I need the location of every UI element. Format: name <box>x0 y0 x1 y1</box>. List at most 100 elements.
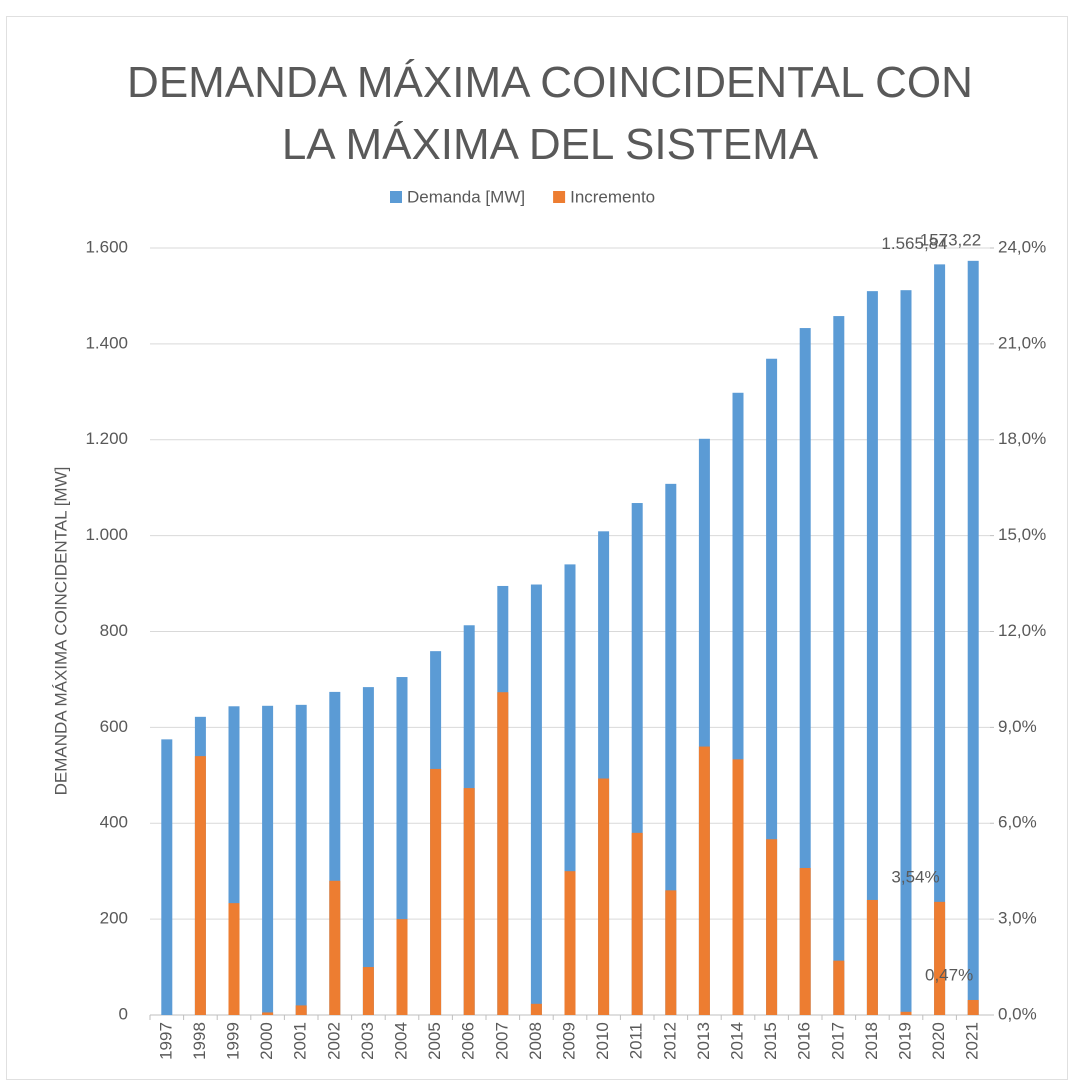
y2-tick-label: 3,0% <box>998 909 1037 928</box>
y2-tick-label: 21,0% <box>998 333 1046 352</box>
x-tick-label: 2011 <box>627 1023 646 1060</box>
x-tick-label: 2012 <box>660 1022 679 1060</box>
x-tick-label: 1997 <box>156 1022 175 1060</box>
x-tick-label: 2016 <box>795 1022 814 1060</box>
x-tick-label: 2013 <box>694 1022 713 1060</box>
bar <box>564 564 576 1015</box>
bar <box>732 392 744 1015</box>
y-tick-label: 1.200 <box>85 429 128 448</box>
legend-swatch <box>553 191 566 203</box>
bar <box>228 706 240 1015</box>
bar <box>228 903 240 1015</box>
x-tick-label: 1998 <box>190 1022 209 1060</box>
chart-title: DEMANDA MÁXIMA COINCIDENTAL CON LA MÁXIM… <box>127 58 973 169</box>
bar <box>329 880 341 1015</box>
legend-label: Demanda [MW] <box>407 187 525 206</box>
x-tick-label: 2017 <box>828 1022 847 1060</box>
y2-tick-label: 24,0% <box>998 237 1046 256</box>
bar <box>766 358 778 1016</box>
bar <box>530 584 542 1015</box>
bar <box>698 746 710 1015</box>
bar <box>262 1012 274 1015</box>
bar <box>396 677 408 1015</box>
bar <box>598 778 610 1015</box>
y2-tick-label: 0,0% <box>998 1004 1037 1023</box>
y-tick-label: 1.600 <box>85 237 128 256</box>
bar <box>161 739 173 1015</box>
y-tick-label: 800 <box>100 621 128 640</box>
bar <box>463 788 475 1015</box>
bar <box>530 1003 542 1015</box>
data-label: 1573,22 <box>920 230 981 249</box>
bar <box>598 531 610 1015</box>
bar <box>766 839 778 1015</box>
x-tick-label: 1999 <box>223 1022 242 1060</box>
bar <box>799 867 811 1015</box>
x-tick-label: 2007 <box>492 1022 511 1060</box>
bar <box>833 960 845 1015</box>
data-label: 1.565,84 <box>881 234 947 253</box>
x-tick-label: 2008 <box>526 1022 545 1060</box>
bar <box>295 1005 307 1015</box>
bar <box>564 871 576 1015</box>
bar <box>362 687 374 1015</box>
x-tick-label: 2000 <box>257 1022 276 1060</box>
y2-tick-label: 9,0% <box>998 717 1037 736</box>
bar <box>900 290 912 1015</box>
bar <box>497 692 509 1015</box>
y-tick-label: 400 <box>100 813 128 832</box>
bar <box>329 691 341 1015</box>
bar <box>295 704 307 1015</box>
bar <box>900 1011 912 1015</box>
y2-tick-label: 12,0% <box>998 621 1046 640</box>
bar <box>698 438 710 1015</box>
x-tick-label: 2005 <box>425 1022 444 1060</box>
bar <box>262 705 274 1015</box>
x-tick-label: 2001 <box>291 1022 310 1060</box>
x-tick-label: 2015 <box>761 1022 780 1060</box>
x-tick-label: 2018 <box>862 1022 881 1060</box>
data-label: 0,47% <box>925 965 973 984</box>
x-tick-label: 2009 <box>559 1022 578 1060</box>
y-tick-label: 1.000 <box>85 525 128 544</box>
y-axis-label: DEMANDA MÁXIMA COINCIDENTAL [MW] <box>51 467 70 796</box>
bar <box>194 756 206 1015</box>
bar <box>396 919 408 1015</box>
x-tick-label: 2003 <box>358 1022 377 1060</box>
y-tick-label: 0 <box>119 1004 128 1023</box>
x-tick-label: 2010 <box>593 1022 612 1060</box>
bar <box>866 899 878 1015</box>
y2-tick-label: 15,0% <box>998 525 1046 544</box>
bar <box>665 483 677 1015</box>
x-tick-label: 2002 <box>324 1022 343 1060</box>
bar <box>833 316 845 1015</box>
x-tick-label: 2020 <box>929 1022 948 1060</box>
bar <box>732 759 744 1015</box>
legend-label: Incremento <box>570 187 655 206</box>
bar <box>934 264 946 1015</box>
x-tick-label: 2014 <box>727 1022 746 1060</box>
x-tick-label: 2006 <box>459 1022 478 1060</box>
bar <box>631 832 643 1015</box>
y-tick-label: 600 <box>100 717 128 736</box>
y2-tick-label: 18,0% <box>998 429 1046 448</box>
chart-frame <box>6 16 1068 1080</box>
bar <box>631 503 643 1015</box>
bar <box>665 890 677 1015</box>
bar <box>430 768 442 1015</box>
x-tick-label: 2021 <box>963 1022 982 1060</box>
bar <box>362 967 374 1015</box>
bar <box>967 260 979 1016</box>
x-tick-label: 2019 <box>895 1022 914 1060</box>
bar <box>967 999 979 1015</box>
y-tick-label: 1.400 <box>85 333 128 352</box>
x-tick-label: 2004 <box>391 1022 410 1060</box>
legend-swatch <box>390 191 402 203</box>
bar <box>799 328 811 1015</box>
data-label: 3,54% <box>891 867 939 886</box>
bar <box>866 291 878 1015</box>
y2-tick-label: 6,0% <box>998 813 1037 832</box>
bar <box>934 901 946 1015</box>
